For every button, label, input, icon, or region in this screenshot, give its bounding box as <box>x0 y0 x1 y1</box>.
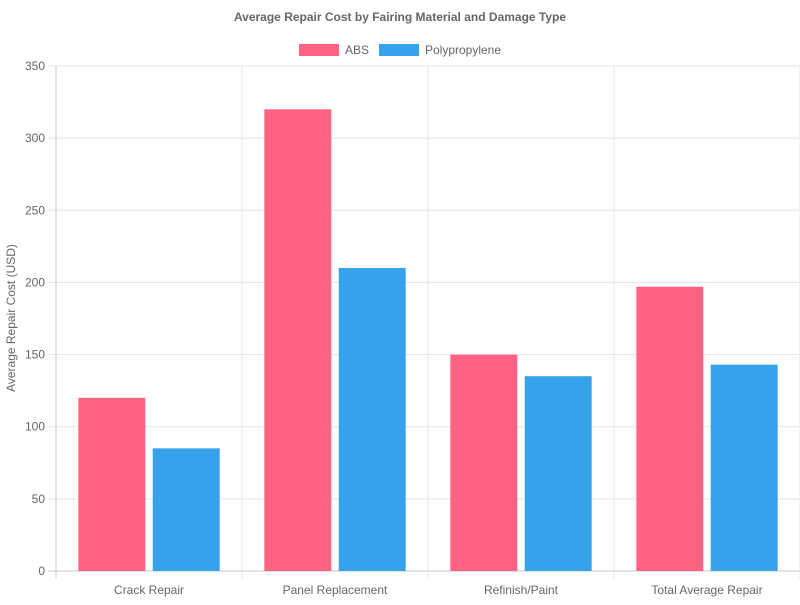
y-tick-label: 200 <box>25 275 45 289</box>
bar-polypropylene-3[interactable] <box>524 376 592 571</box>
y-tick-label: 50 <box>32 492 46 506</box>
x-tick-label: Refinish/Paint <box>484 583 559 597</box>
x-tick-label: Panel Replacement <box>283 583 388 597</box>
legend-swatch <box>378 44 419 56</box>
bar-abs-1[interactable] <box>78 397 146 571</box>
y-axis-ticks: 0 50 100 150 200 250 300 350 <box>25 59 45 578</box>
bar-polypropylene-2[interactable] <box>338 268 406 571</box>
bar-abs-2[interactable] <box>264 109 332 572</box>
chart-title: Average Repair Cost by Fairing Material … <box>234 10 566 24</box>
bars <box>78 109 778 572</box>
bar-polypropylene-4[interactable] <box>710 364 778 571</box>
legend[interactable]: ABS Polypropylene <box>298 43 501 57</box>
y-tick-label: 150 <box>25 348 45 362</box>
legend-label: ABS <box>345 43 369 57</box>
x-tick-label: Crack Repair <box>114 583 184 597</box>
bar-abs-3[interactable] <box>450 354 518 571</box>
bar-abs-4[interactable] <box>636 286 704 571</box>
legend-label: Polypropylene <box>425 43 501 57</box>
y-axis-label: Average Repair Cost (USD) <box>4 244 18 392</box>
bar-polypropylene-1[interactable] <box>152 448 220 571</box>
x-tick-label: Total Average Repair <box>651 583 762 597</box>
legend-item-abs[interactable]: ABS <box>298 43 369 57</box>
y-tick-label: 0 <box>38 564 45 578</box>
x-axis-ticks: Crack Repair Panel Replacement Refinish/Pa… <box>114 583 763 597</box>
legend-swatch <box>298 44 339 56</box>
y-tick-label: 250 <box>25 203 45 217</box>
y-tick-label: 100 <box>25 420 45 434</box>
y-tick-label: 350 <box>25 59 45 73</box>
y-tick-label: 300 <box>25 131 45 145</box>
legend-item-polypropylene[interactable]: Polypropylene <box>378 43 501 57</box>
